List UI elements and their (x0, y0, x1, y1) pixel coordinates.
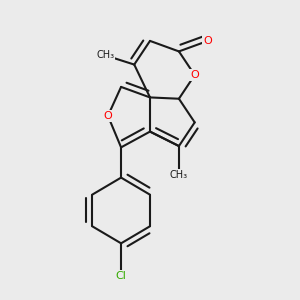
Text: CH₃: CH₃ (170, 170, 188, 180)
Text: O: O (190, 70, 199, 80)
Text: O: O (103, 111, 112, 121)
Text: Cl: Cl (116, 271, 127, 281)
Text: O: O (203, 36, 212, 46)
Text: CH₃: CH₃ (96, 50, 114, 60)
